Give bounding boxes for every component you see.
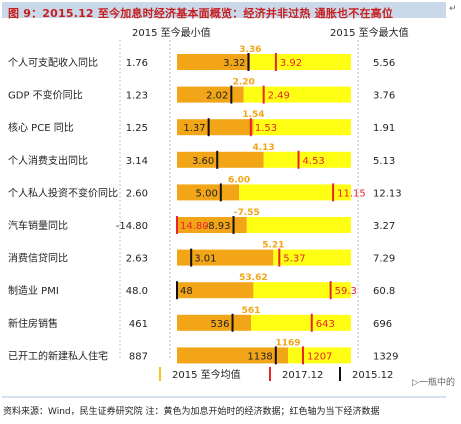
label-2017-12: 1.53 <box>255 123 277 134</box>
row-label: 制造业 PMI <box>8 284 59 297</box>
row-label: 核心 PCE 同比 <box>8 121 74 134</box>
row-max-value: 12.13 <box>373 188 402 199</box>
figure-title: 图 9：2015.12 至今加息时经济基本面概览：经济并非过热 通胀也不在高位 <box>8 7 394 20</box>
row-label: 新住房销售 <box>8 317 58 330</box>
label-2015-12: 5.00 <box>196 188 218 199</box>
label-2015-12: 3.01 <box>194 254 216 265</box>
label-2017-12: 11.15 <box>337 188 366 199</box>
row-max-value: 3.76 <box>373 91 395 102</box>
row-label: 个人消费支出同比 <box>8 154 88 167</box>
bar-above-mean <box>253 282 351 299</box>
bar-below-mean <box>177 119 254 136</box>
bar-below-mean <box>177 151 264 168</box>
row-max-value: 60.8 <box>373 286 395 297</box>
row-label: 个人可支配收入同比 <box>8 56 98 69</box>
row-min-value: 3.14 <box>126 156 148 167</box>
bar-below-mean <box>177 86 244 103</box>
bar-below-mean <box>177 54 251 70</box>
bar-above-mean <box>239 184 351 201</box>
label-2015-12: 2.02 <box>206 91 228 102</box>
figure-title-bar: 图 9：2015.12 至今加息时经济基本面概览：经济并非过热 通胀也不在高位 <box>2 2 446 20</box>
mean-label: 2.20 <box>233 78 255 88</box>
row-min-value: 887 <box>129 351 148 362</box>
mean-label: 1.54 <box>242 110 264 120</box>
label-2017-12: 5.37 <box>283 254 305 265</box>
range-chart: 个人可支配收入同比 1.76 5.56 3.36 3.32 3.92 GDP 不变价同比 1.… <box>2 40 446 398</box>
bar-above-mean <box>243 86 351 103</box>
label-2015-12: 3.32 <box>223 58 245 69</box>
row-max-value: 7.29 <box>373 254 395 265</box>
row-min-value: 2.60 <box>126 188 148 199</box>
mean-label: 3.36 <box>239 45 261 55</box>
row-min-value: -14.80 <box>116 221 148 232</box>
mean-label: -7.55 <box>234 208 260 218</box>
bar-below-mean <box>177 347 289 364</box>
watermark: ▷一瓶中的 <box>412 378 455 388</box>
mean-label: 4.13 <box>252 143 274 153</box>
row-min-value: 461 <box>129 319 148 330</box>
row-max-value: 3.27 <box>373 221 395 232</box>
label-2015-12: 1.37 <box>183 123 205 134</box>
bar-above-mean <box>251 314 351 331</box>
mean-label: 6.00 <box>228 175 250 185</box>
row-min-value: 1.25 <box>126 123 148 134</box>
label-2017-12: 643 <box>316 319 335 330</box>
label-2017-12: 14.80 <box>180 221 209 232</box>
column-header-max: 2015 至今最大值 <box>330 28 409 39</box>
row-max-value: 1329 <box>373 351 398 362</box>
bar-below-mean <box>177 282 254 299</box>
label-2017-12: 3.92 <box>280 58 302 69</box>
bar-above-mean <box>246 217 351 233</box>
row-label: 汽车销量同比 <box>8 219 68 232</box>
bar-below-mean <box>177 217 247 233</box>
label-2017-12: 1207 <box>307 351 332 362</box>
label-2015-12: 536 <box>210 319 229 330</box>
row-label: 消费信贷同比 <box>8 252 68 265</box>
row-min-value: 1.76 <box>126 58 148 69</box>
legend-label-2: 2015.12 <box>352 370 393 381</box>
bar-above-mean <box>253 119 351 136</box>
label-2017-12: 2.49 <box>268 91 290 102</box>
paragraph-mark-icon: ↵ <box>449 4 457 14</box>
bar-below-mean <box>177 184 240 201</box>
row-label: 已开工的新建私人住宅 <box>8 349 108 362</box>
mean-label: 561 <box>242 306 261 316</box>
row-min-value: 1.23 <box>126 91 148 102</box>
legend-label-1: 2017.12 <box>282 370 323 381</box>
mean-label: 5.21 <box>262 241 284 251</box>
row-min-value: 2.63 <box>126 254 148 265</box>
label-2015-12: 3.60 <box>192 156 214 167</box>
row-max-value: 696 <box>373 319 392 330</box>
row-max-value: 5.13 <box>373 156 395 167</box>
label-2015-12: -8.93 <box>205 221 231 232</box>
row-label: GDP 不变价同比 <box>8 89 83 102</box>
row-max-value: 5.56 <box>373 58 395 69</box>
row-label: 个人私人投资不变价同比 <box>8 186 118 199</box>
label-2015-12: 48 <box>180 286 193 297</box>
label-2015-12: 1138 <box>247 351 272 362</box>
bar-below-mean <box>177 249 274 266</box>
row-max-value: 1.91 <box>373 123 395 134</box>
bar-above-mean <box>263 151 351 168</box>
column-header-min: 2015 至今最小值 <box>132 28 211 39</box>
mean-label: 53.62 <box>239 273 267 283</box>
row-min-value: 48.0 <box>126 286 148 297</box>
bar-above-mean <box>273 249 351 266</box>
label-2017-12: 59.3 <box>335 286 357 297</box>
source-note: 资料来源：Wind，民生证券研究院 注：黄色为加息开始时的经济数据；红色轴为当下… <box>3 407 380 417</box>
mean-label: 1169 <box>275 338 300 348</box>
legend-label-0: 2015 至今均值 <box>172 368 241 381</box>
label-2017-12: 4.53 <box>303 156 325 167</box>
